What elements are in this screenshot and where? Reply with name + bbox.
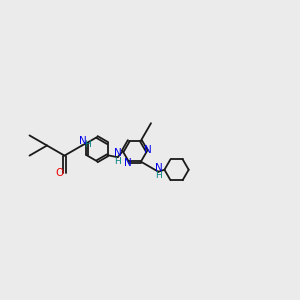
Text: N: N	[79, 136, 86, 146]
Text: N: N	[124, 158, 131, 168]
Text: O: O	[55, 168, 64, 178]
Text: H: H	[114, 157, 121, 166]
Text: N: N	[114, 148, 122, 158]
Text: N: N	[154, 163, 162, 172]
Text: H: H	[84, 140, 91, 149]
Text: N: N	[145, 145, 152, 155]
Text: H: H	[155, 171, 162, 180]
